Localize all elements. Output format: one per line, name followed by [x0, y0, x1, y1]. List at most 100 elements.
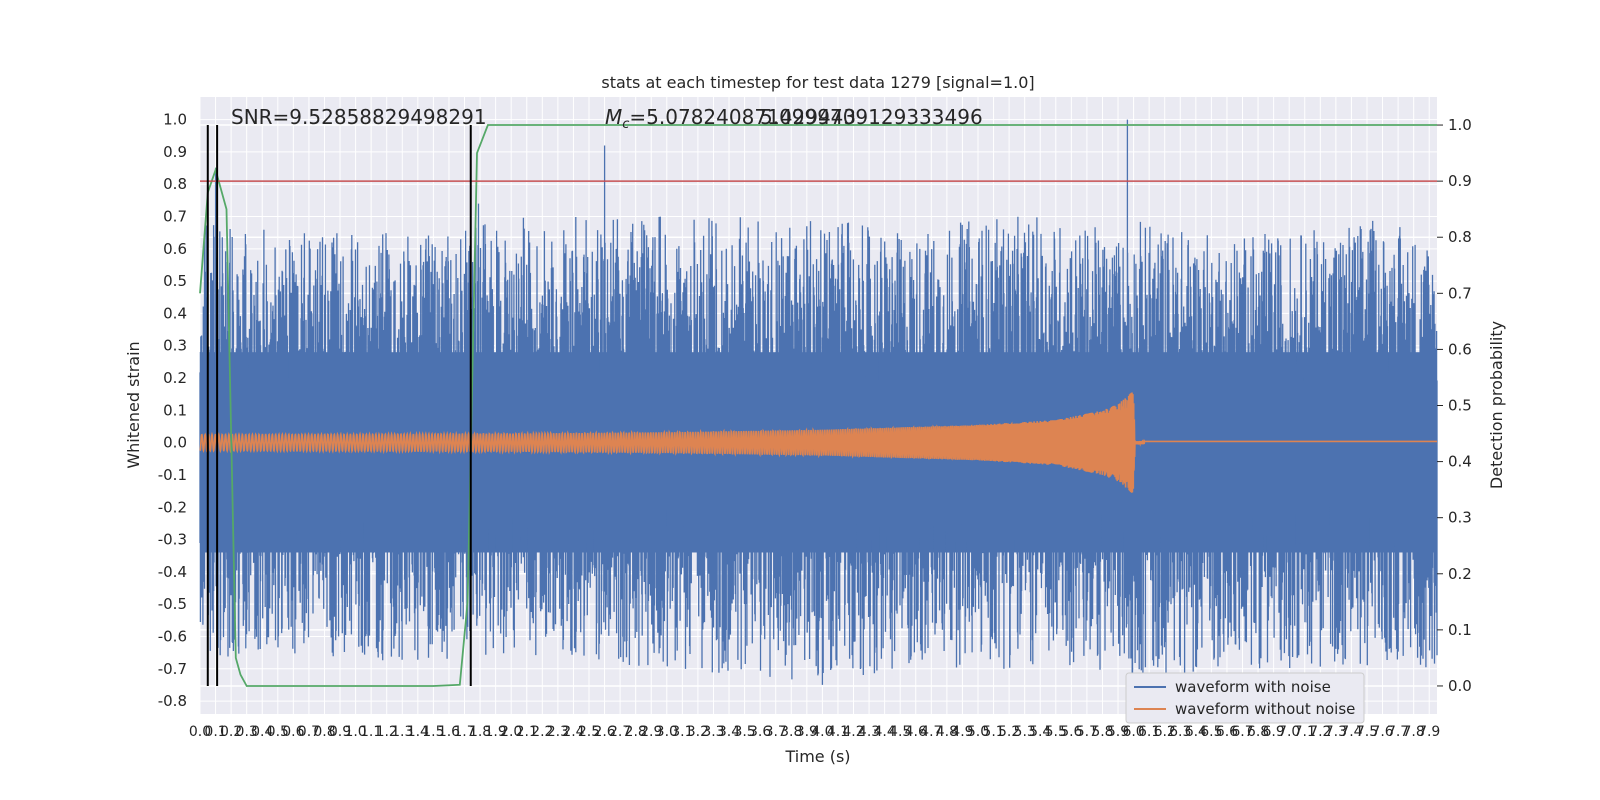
x-tick-label: 6.1 — [1138, 724, 1160, 740]
x-tick-label: 0.2 — [220, 724, 242, 740]
series-detection-probability — [199, 124, 1437, 687]
vertical-markers — [206, 125, 472, 686]
x-tick-label: 7.6 — [1371, 724, 1393, 740]
x-tick-label: 1.0 — [344, 724, 366, 740]
x-tick-label: 2.4 — [562, 724, 584, 740]
chirp-trace — [199, 392, 1437, 493]
x-tick-label: 4.5 — [889, 724, 911, 740]
right-y-tick-label: 0.6 — [1448, 340, 1472, 358]
x-tick-label: 6.4 — [1185, 724, 1207, 740]
x-tick-label: 2.2 — [531, 724, 553, 740]
legend: waveform with noise waveform without noi… — [1125, 672, 1365, 724]
chart-title: stats at each timestep for test data 127… — [601, 73, 1034, 92]
y-tick-label: -0.4 — [158, 563, 187, 581]
probability-line — [199, 124, 1437, 687]
right-y-tick-labels: 0.0 0.1 0.2 0.3 0.4 0.5 0.6 0.7 0.8 0.9 1.0 — [1437, 116, 1472, 695]
right-y-tick-label: 0.3 — [1448, 509, 1472, 527]
x-tick-label: 3.5 — [733, 724, 755, 740]
x-tick-label: 4.9 — [951, 724, 973, 740]
x-tick-label: 2.1 — [516, 724, 538, 740]
x-axis-label: Time (s) — [784, 747, 850, 766]
y-tick-label: 0.4 — [163, 304, 187, 322]
right-y-tick-label: 0.8 — [1448, 228, 1472, 246]
y-tick-label: -0.2 — [158, 498, 187, 516]
x-tick-label: 0.0 — [189, 724, 211, 740]
x-tick-labels: 0.00.10.20.30.40.50.60.70.80.91.01.11.21… — [189, 724, 1440, 740]
snr-annotation: SNR=9.52858829498291 — [231, 105, 487, 129]
right-y-tick-label: 1.0 — [1448, 116, 1472, 134]
x-tick-label: 0.5 — [267, 724, 289, 740]
chirp-mass-subscript: c — [622, 117, 629, 132]
x-tick-label: 1.9 — [485, 724, 507, 740]
y-tick-label: 0.3 — [163, 337, 187, 355]
right-y-tick-label: 0.1 — [1448, 621, 1472, 639]
x-tick-label: 7.4 — [1340, 724, 1362, 740]
x-tick-label: 1.6 — [438, 724, 460, 740]
x-tick-label: 3.3 — [702, 724, 724, 740]
legend-label-noise: waveform with noise — [1175, 678, 1331, 696]
x-tick-label: 3.1 — [671, 724, 693, 740]
x-tick-label: 0.3 — [236, 724, 258, 740]
x-tick-label: 3.9 — [796, 724, 818, 740]
right-y-tick-label: 0.4 — [1448, 453, 1472, 471]
x-tick-label: 5.4 — [1029, 724, 1051, 740]
x-tick-label: 7.8 — [1403, 724, 1425, 740]
x-tick-label: 1.8 — [469, 724, 491, 740]
right-y-tick-label: 0.0 — [1448, 677, 1472, 695]
x-tick-label: 5.5 — [1045, 724, 1067, 740]
x-tick-label: 4.0 — [811, 724, 833, 740]
y-tick-label: -0.5 — [158, 595, 187, 613]
x-tick-label: 6.3 — [1169, 724, 1191, 740]
legend-label-clean: waveform without noise — [1175, 700, 1355, 718]
x-tick-label: 2.6 — [593, 724, 615, 740]
y-tick-label: 0.9 — [163, 143, 187, 161]
x-tick-label: 3.4 — [718, 724, 740, 740]
x-tick-label: 5.6 — [1060, 724, 1082, 740]
x-tick-label: 0.1 — [204, 724, 226, 740]
x-tick-label: 7.7 — [1387, 724, 1409, 740]
y-tick-label: -0.7 — [158, 660, 187, 678]
x-tick-label: 2.3 — [547, 724, 569, 740]
chirp-mass-annotation: Mc=5.078240871429443 — [605, 105, 856, 132]
x-tick-label: 3.2 — [687, 724, 709, 740]
y-tick-label: 0.5 — [163, 272, 187, 290]
x-tick-label: 4.7 — [920, 724, 942, 740]
x-tick-label: 1.1 — [360, 724, 382, 740]
chirp-mass-value: =5.078240871429443 — [629, 105, 856, 129]
x-tick-label: 7.9 — [1418, 724, 1440, 740]
x-tick-label: 7.3 — [1325, 724, 1347, 740]
x-tick-label: 1.2 — [376, 724, 398, 740]
y-tick-label: -0.3 — [158, 531, 187, 549]
x-tick-label: 5.3 — [1014, 724, 1036, 740]
x-tick-label: 2.7 — [609, 724, 631, 740]
y-tick-labels: -0.8 -0.7 -0.6 -0.5 -0.4 -0.3 -0.2 -0.1 0.0 0.1 0.… — [158, 111, 187, 710]
y-tick-label: 0.0 — [163, 434, 187, 452]
x-tick-label: 1.4 — [407, 724, 429, 740]
x-tick-label: 6.8 — [1247, 724, 1269, 740]
y-tick-label: -0.6 — [158, 627, 187, 645]
x-tick-label: 2.5 — [578, 724, 600, 740]
y-tick-label: 0.6 — [163, 240, 187, 258]
x-tick-label: 6.7 — [1231, 724, 1253, 740]
right-y-tick-label: 0.5 — [1448, 397, 1472, 415]
x-tick-label: 2.9 — [640, 724, 662, 740]
y-axis-label: Whitened strain — [124, 341, 143, 468]
x-tick-label: 3.7 — [765, 724, 787, 740]
right-y-tick-label: 0.7 — [1448, 284, 1472, 302]
legend-box — [1125, 672, 1365, 724]
x-tick-label: 0.6 — [282, 724, 304, 740]
y-tick-label: 1.0 — [163, 111, 187, 129]
x-tick-label: 1.3 — [391, 724, 413, 740]
x-tick-label: 3.0 — [656, 724, 678, 740]
x-tick-label: 3.6 — [749, 724, 771, 740]
x-tick-label: 0.4 — [251, 724, 273, 740]
x-tick-label: 4.1 — [827, 724, 849, 740]
x-tick-label: 4.6 — [905, 724, 927, 740]
x-tick-label: 0.7 — [298, 724, 320, 740]
x-tick-label: 4.8 — [936, 724, 958, 740]
x-tick-label: 6.2 — [1154, 724, 1176, 740]
x-tick-label: 4.2 — [842, 724, 864, 740]
x-tick-label: 4.4 — [873, 724, 895, 740]
right-y-tick-label: 0.2 — [1448, 565, 1472, 583]
